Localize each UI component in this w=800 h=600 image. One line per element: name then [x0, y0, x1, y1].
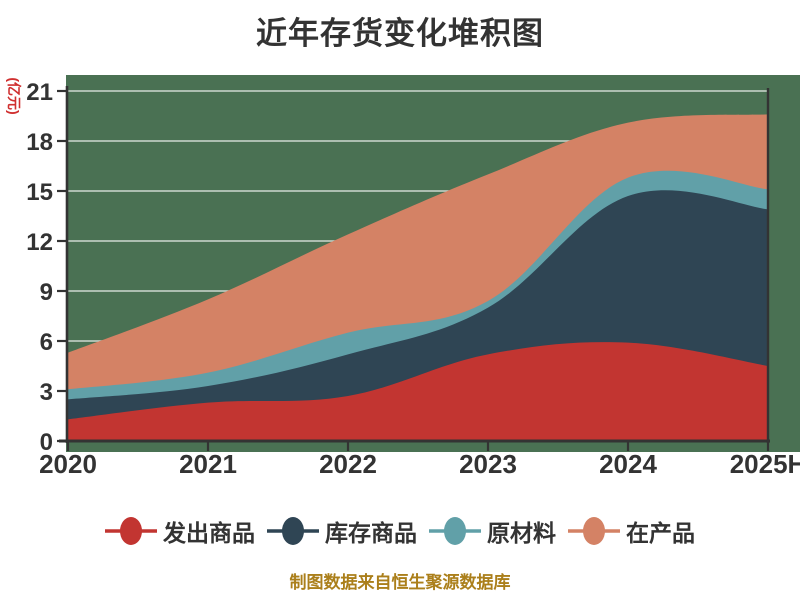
x-tick-label-2022: 2022	[319, 449, 377, 479]
chart-title: 近年存货变化堆积图	[256, 16, 544, 51]
x-tick-label-2023: 2023	[459, 449, 517, 479]
legend-marker-icon	[267, 517, 319, 545]
y-tick-label-9: 9	[40, 279, 53, 306]
series-area-shipped-goods[interactable]	[68, 342, 768, 441]
legend-item-raw-materials[interactable]: 原材料	[429, 514, 556, 548]
legend-label: 发出商品	[163, 520, 255, 546]
footer-source-note: 制图数据来自恒生聚源数据库	[289, 573, 511, 592]
legend-item-in-production[interactable]: 在产品	[568, 514, 695, 548]
legend-label: 原材料	[487, 520, 556, 546]
y-tick-label-21: 21	[26, 79, 53, 106]
legend-marker-icon	[429, 517, 481, 545]
y-tick-label-18: 18	[26, 129, 53, 156]
x-tick-label-2021: 2021	[179, 449, 237, 479]
x-tick-label-2020: 2020	[39, 449, 97, 479]
x-tick-label-2025H: 2025H	[730, 449, 800, 479]
legend-marker-icon	[568, 517, 620, 545]
chart-legend: 发出商品 库存商品 原材料 在产品	[0, 514, 800, 548]
legend-item-stocked-goods[interactable]: 库存商品	[267, 514, 417, 548]
legend-label: 在产品	[626, 520, 695, 546]
legend-item-shipped-goods[interactable]: 发出商品	[105, 514, 255, 548]
y-tick-label-6: 6	[40, 329, 53, 356]
y-tick-label-0: 0	[40, 429, 53, 456]
legend-marker-icon	[105, 517, 157, 545]
y-tick-label-15: 15	[26, 179, 53, 206]
x-tick-label-2024: 2024	[599, 449, 657, 479]
y-tick-label-12: 12	[26, 229, 53, 256]
legend-label: 库存商品	[325, 520, 417, 546]
y-tick-label-3: 3	[40, 379, 53, 406]
